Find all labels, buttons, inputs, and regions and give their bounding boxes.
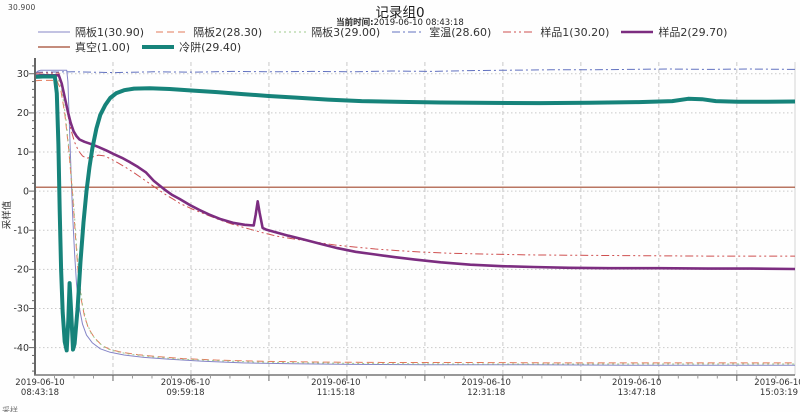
chart-title: 记录组0 (375, 5, 425, 21)
legend-label-yangpin2: 样品2(29.70) (658, 25, 728, 39)
clipped-corner-text: 采样 (2, 406, 18, 412)
y-tick-label: 30 (17, 69, 29, 80)
legend-row-1: 隔板1(30.90) 隔板2(28.30) 隔板3(29.00) 室温(28.60) 样… (37, 24, 738, 39)
legend-line-sample-zhenkong (38, 45, 70, 48)
y-tick-label: 10 (17, 147, 29, 158)
legend-item-lengjing: 冷阱(29.40) (141, 39, 241, 55)
current-time-value: 2019-06-10 08:43:18 (373, 18, 464, 28)
current-time-label: 当前时间: (336, 18, 374, 28)
x-tick-label-4: 2019-06-10 13:47:18 (611, 378, 662, 398)
y-max-readout: 30.900 (8, 3, 36, 12)
legend-item-geban1: 隔板1(30.90) (37, 24, 144, 40)
x-tick-label-2: 2019-06-10 11:15:18 (311, 378, 361, 398)
legend-label-shiwen: 室温(28.60) (429, 25, 492, 39)
legend-item-yangpin2: 样品2(29.70) (620, 24, 727, 40)
legend-item-zhenkong: 真空(1.00) (37, 39, 130, 55)
legend-item-yangpin1: 样品1(30.20) (502, 24, 609, 40)
legend-item-geban2: 隔板2(28.30) (155, 24, 262, 40)
series-line-lengjing (34, 74, 796, 353)
x-tick-label-1: 2019-06-10 09:59:18 (160, 378, 211, 398)
y-tick-label: -30 (13, 304, 29, 315)
legend-line-sample-lengjing (142, 44, 175, 49)
legend-line-sample-geban2 (156, 31, 189, 32)
legend-line-sample-yangpin1 (503, 31, 536, 32)
series-line-geban3 (35, 77, 795, 365)
legend-line-sample-geban1 (38, 31, 70, 32)
y-tick-label: 20 (17, 108, 29, 119)
legend-label-zhenkong: 真空(1.00) (75, 40, 131, 54)
series-line-yangpin1 (34, 72, 795, 257)
legend-label-lengjing: 冷阱(29.40) (179, 40, 242, 54)
x-tick-label-0: 2019-06-10 08:43:18 (15, 378, 65, 398)
current-time: 当前时间:2019-06-10 08:43:18 (0, 16, 800, 28)
legend-label-geban3: 隔板3(29.00) (311, 25, 381, 39)
series-line-geban2 (34, 79, 795, 364)
legend-item-shiwen: 室温(28.60) (391, 24, 491, 40)
legend-line-sample-yangpin2 (621, 30, 654, 33)
legend-label-yangpin1: 样品1(30.20) (540, 25, 610, 39)
x-tick-label-5: 2019-06-10 15:03:19 (754, 378, 800, 398)
legend-item-geban3: 隔板3(29.00) (273, 24, 380, 40)
legend-label-geban2: 隔板2(28.30) (193, 25, 263, 39)
series-line-yangpin2 (34, 74, 796, 271)
legend-label-geban1: 隔板1(30.90) (75, 25, 145, 39)
y-tick-label: -20 (13, 265, 29, 276)
legend-line-sample-geban3 (274, 31, 307, 32)
y-tick-label: -40 (13, 343, 29, 354)
series-line-geban1 (34, 69, 795, 366)
legend-row-2: 真空(1.00) 冷阱(29.40) (37, 39, 252, 54)
series-line-shiwen (34, 68, 796, 74)
y-tick-label: -10 (13, 225, 29, 236)
legend-line-sample-shiwen (392, 31, 425, 32)
x-tick-label-3: 2019-06-10 12:31:18 (461, 378, 511, 398)
y-tick-label: 0 (23, 186, 29, 197)
